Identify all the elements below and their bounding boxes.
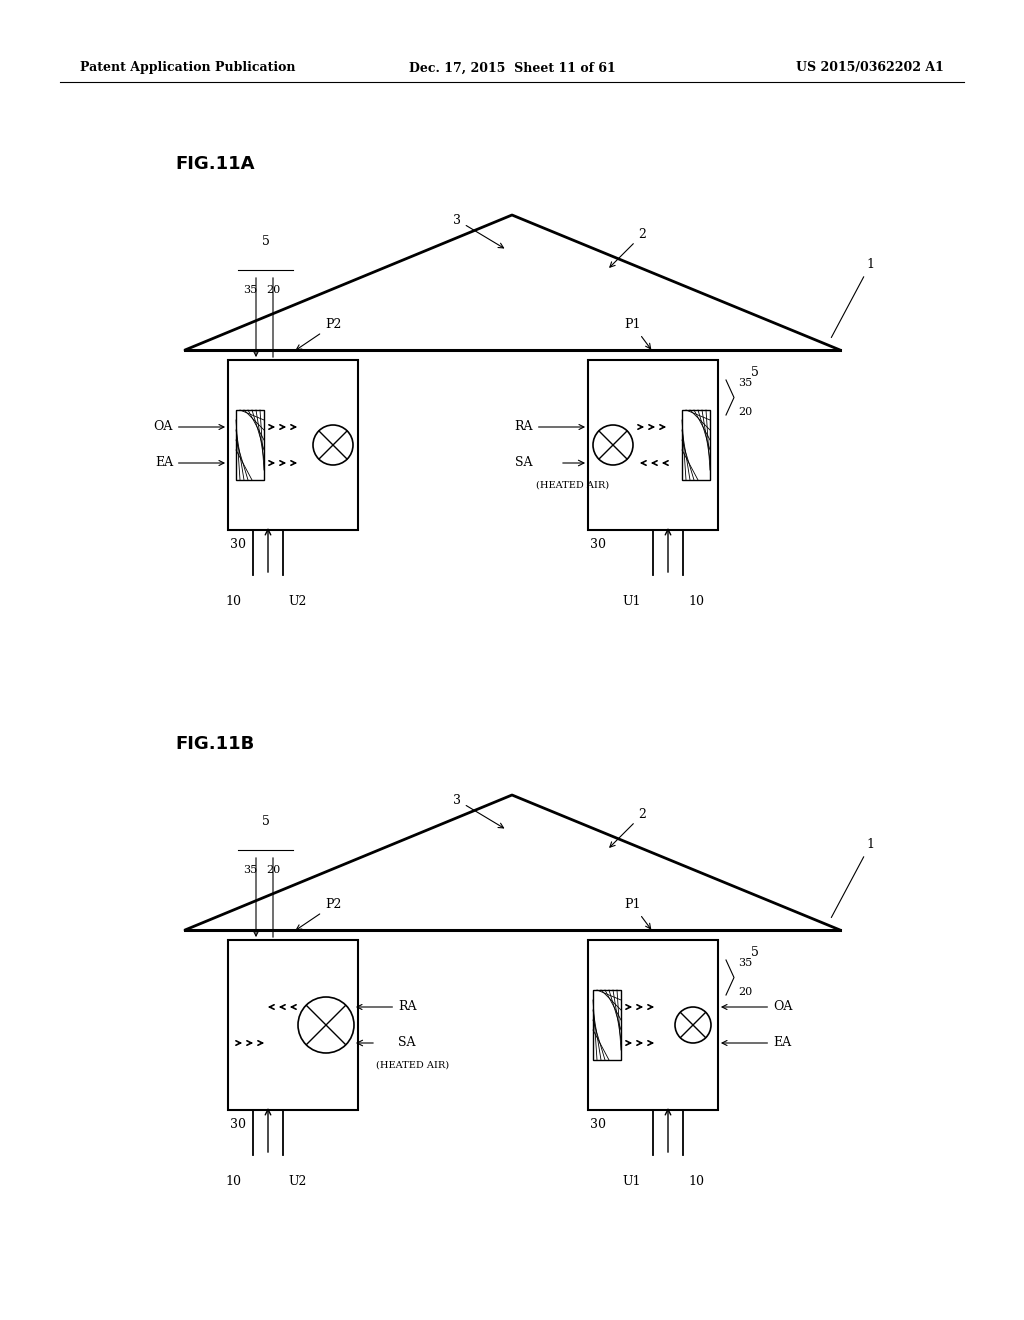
Text: 10: 10 [225,595,241,609]
Text: 2: 2 [610,228,646,267]
Text: 20: 20 [266,865,281,875]
Text: P1: P1 [625,318,650,348]
Text: 10: 10 [225,1175,241,1188]
Text: OA: OA [722,1001,793,1014]
Text: SA: SA [515,457,534,470]
Text: 10: 10 [688,1175,705,1188]
Text: Dec. 17, 2015  Sheet 11 of 61: Dec. 17, 2015 Sheet 11 of 61 [409,62,615,74]
Text: 20: 20 [738,987,753,997]
Text: 5: 5 [751,946,759,960]
Text: P1: P1 [625,899,650,929]
Text: 10: 10 [688,595,705,609]
Text: RA: RA [514,421,584,433]
Text: 20: 20 [738,407,753,417]
Bar [588,940,718,1110]
Text: 1: 1 [831,259,874,338]
Text: OA: OA [154,421,224,433]
Text: 35: 35 [243,865,257,875]
Text: US 2015/0362202 A1: US 2015/0362202 A1 [796,62,944,74]
Text: U2: U2 [288,1175,306,1188]
Text: 3: 3 [453,793,504,828]
Text: U2: U2 [288,595,306,609]
Text: 2: 2 [610,808,646,847]
Text: 30: 30 [230,539,246,550]
Text: 30: 30 [590,539,606,550]
Text: EA: EA [722,1036,792,1049]
Text: 35: 35 [738,378,753,388]
Text: 3: 3 [453,214,504,248]
Text: 35: 35 [738,958,753,968]
Text: 5: 5 [262,235,270,248]
Text: 1: 1 [831,838,874,917]
Text: 30: 30 [230,1118,246,1131]
Text: FIG.11A: FIG.11A [175,154,255,173]
Text: P2: P2 [296,899,341,929]
Text: FIG.11B: FIG.11B [175,735,254,752]
Text: RA: RA [357,1001,417,1014]
Bar [228,940,358,1110]
Text: SA: SA [398,1036,416,1049]
Text: 20: 20 [266,285,281,294]
Text: Patent Application Publication: Patent Application Publication [80,62,296,74]
Text: 35: 35 [243,285,257,294]
Text: EA: EA [155,457,224,470]
Text: 5: 5 [262,814,270,828]
Bar [228,360,358,531]
Bar [593,990,621,1060]
Bar [588,360,718,531]
Text: (HEATED AIR): (HEATED AIR) [377,1060,450,1069]
Text: 30: 30 [590,1118,606,1131]
Text: U1: U1 [623,595,641,609]
Text: U1: U1 [623,1175,641,1188]
Bar [236,411,264,480]
Text: (HEATED AIR): (HEATED AIR) [537,480,609,490]
Bar [682,411,710,480]
Text: P2: P2 [296,318,341,350]
Text: 5: 5 [751,366,759,379]
